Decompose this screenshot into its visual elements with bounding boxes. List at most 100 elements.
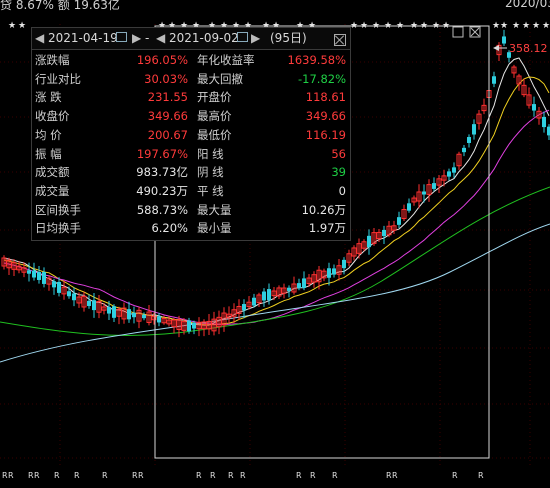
- top-left-info: 贷 8.67% 额 19.63亿: [0, 0, 120, 12]
- star-marker: ★: [8, 21, 16, 31]
- stats-row: 区间换手 588.73% 最大量 10.26万: [32, 201, 350, 220]
- candle-body-down: [297, 283, 301, 289]
- star-marker: ★: [372, 21, 380, 31]
- candle-body-down: [112, 306, 116, 318]
- top-date-label: 2020/03: [505, 0, 550, 10]
- stat-value: 6.20%: [151, 221, 188, 236]
- candle-body-down: [57, 281, 61, 293]
- candle-body-up: [416, 191, 422, 202]
- next-arrow-icon[interactable]: ▶: [132, 31, 142, 45]
- candle-body-up: [46, 277, 52, 285]
- candle-body-down: [27, 270, 31, 274]
- stat-label: 阴 线: [197, 165, 224, 180]
- start-date-field[interactable]: 2021-04-19: [48, 31, 118, 45]
- star-marker: ★: [296, 21, 304, 31]
- candle-body-down: [142, 314, 146, 319]
- candle-body-down: [467, 137, 471, 143]
- candle-body-up: [226, 313, 232, 319]
- star-marker: ★: [396, 21, 404, 31]
- candle-body-up: [256, 294, 262, 304]
- candle-body-up: [146, 311, 152, 323]
- r-marker: R: [296, 471, 302, 480]
- candle-body-up: [21, 267, 27, 273]
- stat-label: 振 幅: [35, 146, 62, 161]
- star-marker: ★: [158, 21, 166, 31]
- candle-body-down: [452, 167, 456, 173]
- stat-label: 年化收益率: [197, 53, 255, 67]
- star-marker: ★: [262, 21, 270, 31]
- candle-body-down: [407, 203, 411, 211]
- stats-row: 涨 跌 231.55 开盘价 118.61: [32, 88, 350, 107]
- candle-body-down: [132, 312, 136, 318]
- close-panel-icon[interactable]: [334, 32, 346, 46]
- candle-body-up: [16, 265, 22, 271]
- candle-body-down: [92, 300, 96, 311]
- next-arrow-icon[interactable]: ▶: [251, 31, 261, 45]
- star-marker: ★: [18, 21, 26, 31]
- top-info-strip: 贷 8.67% 额 19.63亿 2020/03: [0, 0, 550, 12]
- event-markers-top: ★ ★ ★ ★ ★ ★ ★ ★ ★ ★ ★ ★ ★ ★ ★ ★ ★ ★ ★ ★ ★ ★ ★ ★ ★ ★ ★ ★ ★: [8, 21, 550, 31]
- candle-body-up: [6, 259, 12, 269]
- candle-body-up: [101, 306, 107, 311]
- candle-body-up: [511, 66, 517, 74]
- candle-body-up: [361, 241, 367, 249]
- stats-row: 振 幅 197.67% 阳 线 56: [32, 145, 350, 164]
- candle-body-down: [287, 287, 291, 291]
- stat-value: 1.97万: [308, 221, 346, 236]
- star-marker: ★: [500, 21, 508, 31]
- candle-body-up: [376, 231, 382, 240]
- stat-label: 成交量: [35, 183, 70, 198]
- candle-body-down: [532, 104, 536, 111]
- close-chart-icon[interactable]: [469, 26, 481, 38]
- candle-body-up: [411, 197, 417, 203]
- stats-row: 日均换手 6.20% 最小量 1.97万: [32, 219, 350, 238]
- end-date-field[interactable]: 2021-09-02: [169, 31, 239, 45]
- high-price-label: 358.12: [509, 42, 548, 55]
- kline-chart[interactable]: 358.12 ★ ★ ★ ★ ★ ★ ★ ★ ★ ★ ★ ★ ★ ★ ★ ★ ★ ★ ★ ★ ★ ★ ★ ★ ★ ★ ★ ★ ★ R R R…: [0, 12, 550, 488]
- candle-body-up: [291, 283, 297, 293]
- star-marker: ★: [512, 21, 520, 31]
- stat-label: 最小量: [197, 221, 232, 236]
- stat-label: 平 线: [197, 183, 224, 198]
- candle-body-down: [52, 281, 56, 288]
- star-marker: ★: [420, 21, 428, 31]
- candle-body-down: [32, 270, 36, 278]
- candle-body-down: [447, 171, 451, 177]
- candle-body-down: [252, 297, 256, 306]
- candle-body-down: [87, 300, 91, 306]
- star-marker: ★: [232, 21, 240, 31]
- candle-body-up: [336, 265, 342, 275]
- candle-body-down: [242, 304, 246, 311]
- r-marker: R: [74, 471, 80, 480]
- prev-arrow-icon[interactable]: ◀: [156, 31, 166, 45]
- stat-value: 0: [338, 183, 346, 198]
- candle-body-up: [81, 295, 87, 308]
- candle-body-up: [176, 319, 182, 330]
- star-marker: ★: [208, 21, 216, 31]
- candle-body-up: [526, 94, 532, 106]
- highest-price-marker: 358.12: [493, 42, 548, 55]
- maximize-icon[interactable]: [452, 26, 464, 38]
- moving-average-lines: [0, 57, 550, 363]
- stat-value: 588.73%: [136, 202, 188, 217]
- stat-value: 116.19: [305, 127, 346, 142]
- stat-value: 349.66: [305, 109, 346, 124]
- candle-body-up: [61, 286, 67, 295]
- candle-body-up: [346, 253, 352, 263]
- r-marker: R: [478, 471, 484, 480]
- r-marker: R: [8, 471, 14, 480]
- stat-label: 涨 跌: [35, 90, 62, 105]
- interval-selection-box[interactable]: [154, 25, 490, 459]
- candle-body-up: [11, 262, 17, 270]
- stat-value: 56: [331, 146, 346, 161]
- candle-body-up: [386, 225, 392, 236]
- candle-body-down: [332, 268, 336, 275]
- ma10-line: [3, 76, 550, 326]
- candle-body-down: [107, 307, 111, 314]
- prev-arrow-icon[interactable]: ◀: [35, 31, 45, 45]
- stat-value: 490.23万: [136, 183, 188, 198]
- candle-body-down: [192, 322, 196, 329]
- candle-body-down: [187, 320, 191, 332]
- candle-body-down: [462, 147, 466, 153]
- r-marker: R: [196, 471, 202, 480]
